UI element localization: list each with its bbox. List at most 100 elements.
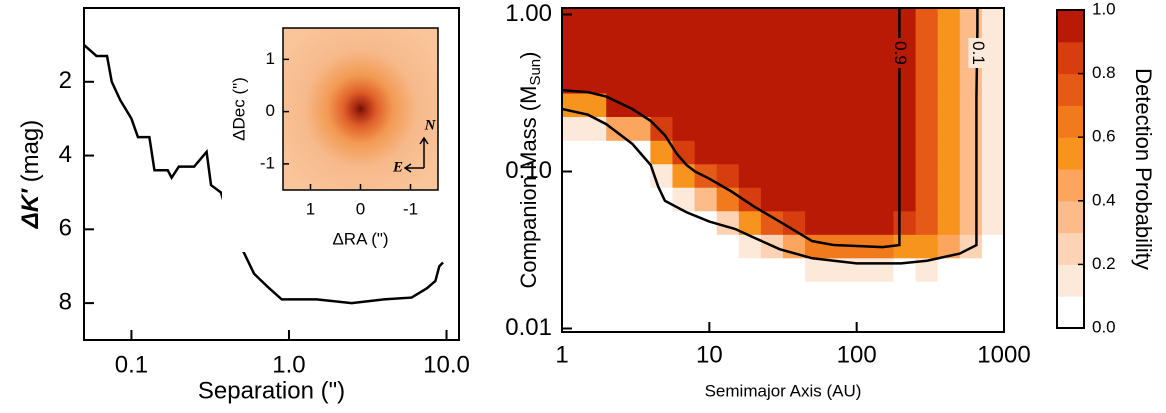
heatmap-cell [849,93,872,118]
heatmap-cell [805,116,828,141]
heatmap-cell [871,69,894,94]
heatmap-cell [760,22,784,47]
heatmap-cell [606,281,629,306]
heatmap-cell [606,22,629,47]
y-tick-label: 0.10 [505,157,552,184]
heatmap-cell [981,22,1004,47]
colorbar-tick-label: 0.8 [1092,63,1116,82]
heatmap-cell [805,305,828,330]
heatmap-cell [760,116,784,141]
compass-east: E [392,159,403,175]
heatmap-cell [584,257,607,282]
y-axis-label-unit: (mag) [17,120,44,189]
heatmap-cell [606,163,629,188]
heatmap-cell [584,45,607,70]
colorbar-segment [1057,137,1084,170]
x-tick-label: 10.0 [423,351,470,378]
heatmap-cell [915,234,939,259]
heatmap-cell [782,140,806,165]
plot-frame [561,7,1005,333]
compass-north: N [424,117,437,133]
heatmap-cell [959,257,983,282]
heatmap-cell [981,93,1004,118]
x-tick-label: 1 [555,341,568,368]
x-tick-label: 1 [306,199,315,218]
heatmap-cell [871,187,894,212]
heatmap-cell [893,93,917,118]
heatmap-cell [849,163,872,188]
heatmap-cell [959,116,983,141]
heatmap-cells: 0.9 0.1 [562,8,1004,330]
heatmap-cell [650,234,673,259]
heatmap-cell [672,140,696,165]
heatmap-cell [849,45,872,70]
heatmap-cell [871,305,894,330]
y-tick-label: 0 [266,101,275,120]
heatmap-cell [716,257,740,282]
colorbar-segment [1057,73,1084,106]
heatmap-cell [937,234,961,259]
contour-label: 0.9 [891,41,910,65]
heatmap-cell [893,163,917,188]
heatmap-cell [959,93,983,118]
heatmap-cell [915,210,939,235]
heatmap-cell [584,281,607,306]
y-axis-label-sub: Sun [527,59,544,86]
y-tick-label: 2 [59,67,72,94]
heatmap-cell [628,45,651,70]
heatmap-cell [937,116,961,141]
heatmap-cell [672,305,696,330]
colorbar-segment [1057,296,1084,329]
heatmap-cell [694,93,718,118]
heatmap-cell [805,45,828,70]
heatmap-cell [738,281,762,306]
heatmap-cell [827,116,850,141]
heatmap-cell [584,116,607,141]
heatmap-cell [738,116,762,141]
x-tick-label: 0 [356,199,365,218]
heatmap-cell [915,116,939,141]
heatmap-cell [849,69,872,94]
heatmap-cell [716,69,740,94]
heatmap-cell [805,93,828,118]
heatmap-cell [937,305,961,330]
heatmap-cell [959,210,983,235]
heatmap-cell [959,187,983,212]
heatmap-cell [981,234,1004,259]
heatmap-cell [606,210,629,235]
heatmap-cell [584,140,607,165]
heatmap-cell [672,234,696,259]
heatmap-cell [893,69,917,94]
colorbar-tick-label: 1.0 [1092,0,1116,18]
heatmap-cell [827,69,850,94]
heatmap-cell [827,22,850,47]
heatmap-cell [981,8,1004,23]
heatmap-cell [694,187,718,212]
y-tick-label: 1 [266,49,275,68]
heatmap-cell [650,116,673,141]
heatmap-cell [694,234,718,259]
heatmap-cell [606,69,629,94]
heatmap-cell [694,140,718,165]
x-tick-label: 0.1 [115,351,148,378]
heatmap-cell [937,69,961,94]
x-tick-label: 100 [837,341,877,368]
heatmap-cell [959,140,983,165]
heatmap-cell [562,116,585,141]
heatmap-cell [738,163,762,188]
heatmap-cell [628,281,651,306]
heatmap-cell [760,187,784,212]
heatmap-cell [584,234,607,259]
heatmap-cell [606,140,629,165]
heatmap-cell [738,305,762,330]
inset-frame [282,27,439,191]
heatmap-cell [782,116,806,141]
heatmap-cell [893,187,917,212]
heatmap-cell [672,8,696,23]
colorbar-tick-label: 0.4 [1092,190,1116,209]
heatmap-cell [849,257,872,282]
colorbar-frame [1056,9,1085,329]
heatmap-cell [981,163,1004,188]
plot-frame [83,7,460,341]
heatmap-cell [694,305,718,330]
